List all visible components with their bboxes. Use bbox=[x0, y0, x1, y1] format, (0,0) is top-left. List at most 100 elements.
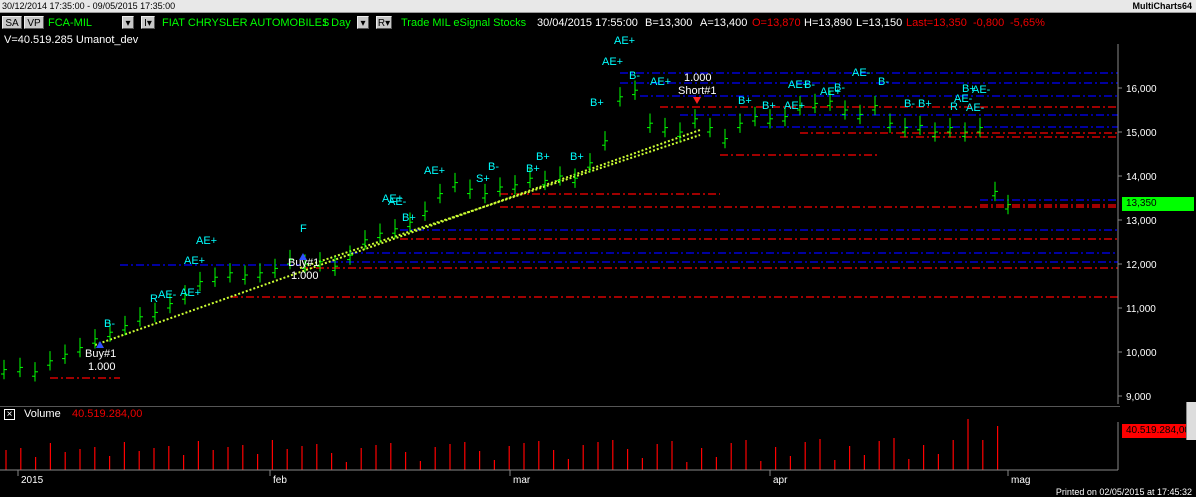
signal-label: R bbox=[950, 101, 958, 113]
app-name: MultiCharts64 bbox=[1132, 1, 1192, 11]
volume-bars bbox=[5, 419, 1119, 470]
signal-label: B+ bbox=[536, 151, 550, 163]
signal-label: AE- bbox=[158, 289, 177, 301]
time-tick-label: feb bbox=[273, 475, 287, 486]
trend-lines bbox=[94, 129, 701, 346]
signal-label: S+ bbox=[476, 173, 490, 185]
high-value: H=13,890 bbox=[804, 17, 853, 29]
vp-button[interactable]: VP bbox=[24, 16, 44, 29]
price-tick-label: 12,000 bbox=[1126, 260, 1157, 271]
signal-label: AE- bbox=[388, 196, 407, 208]
signal-label: B+ bbox=[526, 163, 540, 175]
signal-label: AE+ bbox=[382, 193, 403, 205]
price-tick-label: 16,000 bbox=[1126, 84, 1157, 95]
signal-label: B- bbox=[629, 70, 640, 82]
signal-label: AE+ bbox=[424, 165, 445, 177]
signal-label: B+ bbox=[918, 98, 932, 110]
signal-label: B+ bbox=[570, 151, 584, 163]
signal-label: B- bbox=[834, 82, 845, 94]
vertical-scrollbar[interactable] bbox=[1186, 402, 1196, 440]
signal-label: AE+ bbox=[788, 79, 809, 91]
time-axis: 2015 feb mar apr mag bbox=[0, 469, 1118, 486]
date-range: 30/12/2014 17:35:00 - 09/05/2015 17:35:0… bbox=[2, 1, 176, 11]
price-tick-label: 11,000 bbox=[1126, 304, 1156, 315]
signal-label: AE+ bbox=[650, 76, 671, 88]
interval-dropdown-button[interactable]: ▾ bbox=[357, 16, 369, 29]
ask-value: A=13,400 bbox=[700, 17, 748, 29]
short-arrow-icon bbox=[693, 97, 701, 104]
change-value: -0,800 bbox=[973, 17, 1005, 29]
symbol-label: FCA-MIL bbox=[48, 17, 92, 29]
price-bars bbox=[1, 80, 1011, 382]
signal-label: AE- bbox=[954, 93, 973, 105]
current-price-tag: 13,350 bbox=[1122, 197, 1194, 211]
trade-name: Buy#1 bbox=[85, 348, 116, 360]
signal-labels: B-AE+AE+AE-R AE+FAE+AE-B+AE+S+B- B+B+ B+AE+… bbox=[104, 35, 991, 330]
chart-toolbar: SA VP FCA-MIL ▾ I▾ FIAT CHRYSLER AUTOMOB… bbox=[0, 14, 1120, 32]
indicator-button[interactable]: I▾ bbox=[141, 16, 155, 29]
volume-label: Volume bbox=[24, 408, 61, 420]
price-tick-label: 15,000 bbox=[1126, 128, 1157, 139]
volume-panel-header: × Volume 40.519.284,00 bbox=[0, 406, 1120, 422]
low-value: L=13,150 bbox=[856, 17, 903, 29]
r-button[interactable]: R▾ bbox=[376, 16, 392, 29]
signal-label: AE+ bbox=[602, 56, 623, 68]
signal-label: B- bbox=[904, 98, 915, 110]
signal-label: B+ bbox=[590, 97, 604, 109]
price-tick-label: 9,000 bbox=[1126, 392, 1151, 403]
signal-label: B- bbox=[804, 79, 815, 91]
signal-label: B+ bbox=[738, 95, 752, 107]
indicator-info: V=40.519.285 Umanot_dev bbox=[4, 34, 139, 46]
trade-name: Short#1 bbox=[678, 85, 717, 97]
signal-label: F bbox=[300, 223, 307, 235]
signal-label: B- bbox=[104, 318, 115, 330]
bid-value: B=13,300 bbox=[645, 17, 693, 29]
signal-label: AE- bbox=[966, 102, 985, 114]
signal-label: AE+ bbox=[784, 100, 805, 112]
buy-arrow-icon bbox=[299, 253, 307, 260]
close-icon[interactable]: × bbox=[4, 409, 15, 420]
interval-label: 1 Day bbox=[322, 17, 351, 29]
window-titlebar: 30/12/2014 17:35:00 - 09/05/2015 17:35:0… bbox=[0, 0, 1196, 13]
signal-label: B+ bbox=[402, 212, 416, 224]
price-tick-label: 13,000 bbox=[1126, 216, 1157, 227]
signal-label: AE+ bbox=[184, 255, 205, 267]
trade-qty: 1.000 bbox=[88, 361, 116, 373]
signal-label: B- bbox=[878, 76, 889, 88]
signal-label: B- bbox=[488, 161, 499, 173]
time-tick-label: mar bbox=[513, 475, 531, 486]
data-source: Trade MIL eSignal Stocks bbox=[401, 17, 527, 29]
company-name: FIAT CHRYSLER AUTOMOBILES bbox=[162, 17, 330, 29]
signal-label: R bbox=[150, 293, 158, 305]
quote-datetime: 30/04/2015 17:55:00 bbox=[537, 17, 638, 29]
support-resistance-lines bbox=[50, 72, 1118, 379]
signal-label: AE+ bbox=[820, 86, 841, 98]
signal-label: AE+ bbox=[614, 35, 635, 47]
signal-label: AE- bbox=[852, 67, 871, 79]
trade-name: Buy#1 bbox=[288, 257, 319, 269]
buy-arrow-icon bbox=[96, 341, 104, 348]
last-value: Last=13,350 bbox=[906, 17, 967, 29]
trend-line-upper bbox=[94, 129, 701, 346]
volume-value: 40.519.284,00 bbox=[72, 408, 143, 420]
change-percent: -5,65% bbox=[1010, 17, 1045, 29]
time-tick-label: 2015 bbox=[21, 475, 44, 486]
signal-label: AE+ bbox=[196, 235, 217, 247]
open-value: O=13,870 bbox=[752, 17, 801, 29]
trade-qty: 1.000 bbox=[684, 72, 712, 84]
signal-label: B+ bbox=[762, 100, 776, 112]
price-tick-label: 10,000 bbox=[1126, 348, 1157, 359]
time-tick-label: mag bbox=[1011, 475, 1030, 486]
print-timestamp: Printed on 02/05/2015 at 17:45:32 bbox=[1055, 487, 1192, 497]
trade-qty: 1.000 bbox=[291, 270, 319, 282]
signal-label: AE- bbox=[972, 84, 991, 96]
signal-label: B+ bbox=[962, 83, 976, 95]
sa-button[interactable]: SA bbox=[2, 16, 22, 29]
price-tick-label: 14,000 bbox=[1126, 172, 1157, 183]
volume-axis-tag: 40.519.284,00 bbox=[1122, 424, 1194, 438]
price-axis: 16,000 15,000 14,000 13,000 12,000 11,000 10,0… bbox=[1117, 44, 1157, 404]
symbol-dropdown-button[interactable]: ▾ bbox=[122, 16, 134, 29]
time-tick-label: apr bbox=[773, 475, 788, 486]
